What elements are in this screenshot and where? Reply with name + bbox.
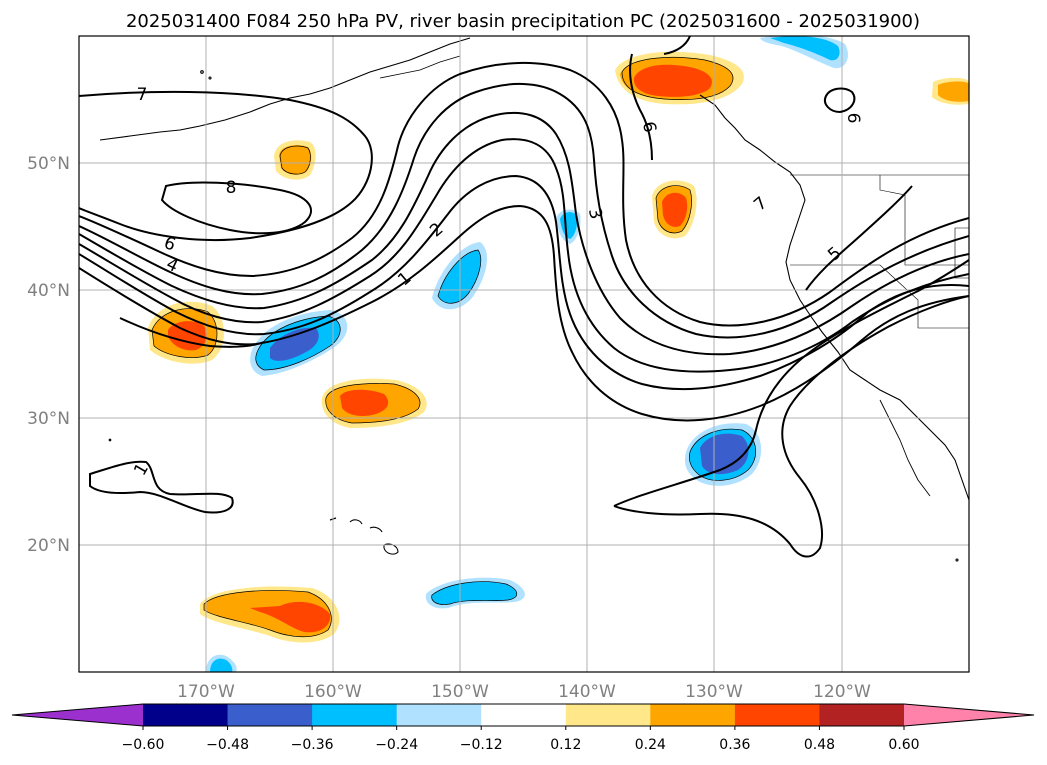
precip-shading	[148, 36, 969, 672]
colorbar-tick-label: −0.60	[122, 737, 165, 753]
colorbar-segment	[312, 704, 398, 726]
colorbar-segment	[481, 704, 567, 726]
lon-tick-label: 160°W	[304, 682, 362, 702]
lat-tick-label: 30°N	[27, 409, 70, 429]
lat-tick-label: 40°N	[27, 281, 70, 301]
coastlines	[99, 37, 969, 562]
colorbar-tick-label: 0.24	[635, 737, 666, 753]
lon-tick-label: 150°W	[431, 682, 489, 702]
colorbar-segment	[650, 704, 736, 726]
contour-label: 3	[584, 206, 606, 222]
colorbar-tick-label: −0.24	[375, 737, 418, 753]
contour-label: 6	[638, 120, 660, 134]
colorbar-segment	[565, 704, 651, 726]
lat-tick-label: 50°N	[27, 154, 70, 174]
contour-label: 8	[226, 178, 237, 198]
colorbar-extend-low	[12, 704, 143, 726]
map-area: 7 8 6 4 1 2 3 6 7 5 6 1	[79, 36, 969, 672]
colorbar-extend-high	[904, 704, 1034, 726]
colorbar-tick-label: 0.36	[719, 737, 750, 753]
colorbar-segment	[734, 704, 820, 726]
map-frame	[78, 35, 970, 673]
lon-tick-labels: 170°W 160°W 150°W 140°W 130°W 120°W	[177, 682, 871, 702]
colorbar-segment	[396, 704, 482, 726]
pv-contours	[79, 36, 969, 558]
colorbar-segment	[143, 704, 229, 726]
colorbar-tick-label: −0.36	[291, 737, 334, 753]
colorbar-tick-label: −0.48	[206, 737, 249, 753]
contour-label: 7	[137, 85, 148, 105]
lon-tick-label: 120°W	[813, 682, 871, 702]
lon-tick-label: 140°W	[558, 682, 616, 702]
plot-title: 2025031400 F084 250 hPa PV, river basin …	[126, 11, 920, 32]
colorbar-tick-label: 0.60	[888, 737, 919, 753]
contour-label: 6	[843, 113, 863, 124]
colorbar-segment	[819, 704, 905, 726]
colorbar-segment	[227, 704, 313, 726]
lon-tick-label: 130°W	[685, 682, 743, 702]
lat-tick-labels: 20°N 30°N 40°N 50°N	[27, 154, 70, 556]
lon-tick-label: 170°W	[177, 682, 235, 702]
colorbar-tick-label: 0.12	[550, 737, 581, 753]
colorbar-tick-label: −0.12	[460, 737, 503, 753]
lat-tick-label: 20°N	[27, 536, 70, 556]
colorbar-tick-label: 0.48	[804, 737, 835, 753]
colorbar: −0.60 −0.48 −0.36 −0.24 −0.12 0.12 0.24 0.36 0.4…	[11, 703, 1035, 753]
